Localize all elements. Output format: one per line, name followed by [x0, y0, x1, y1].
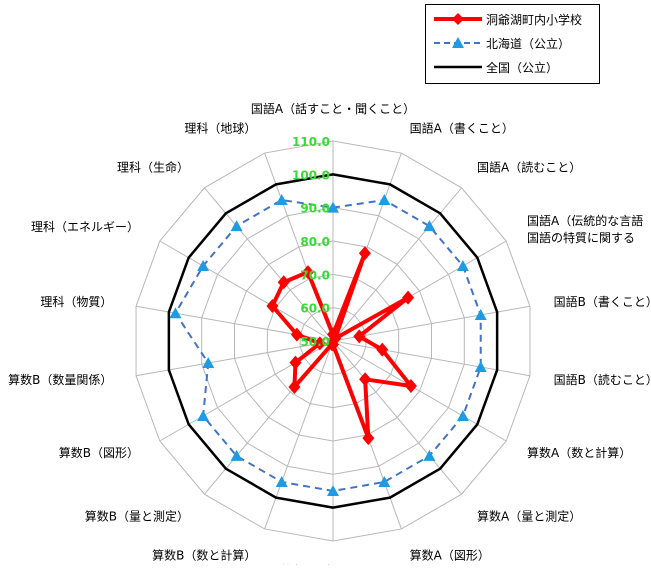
axis-label-4: 国語A（伝統的な言語国語の特質に関する	[527, 213, 643, 245]
series-2-point-3	[423, 220, 436, 232]
series-2-point-9	[378, 475, 391, 487]
legend-swatch-series-3	[434, 65, 482, 69]
series-1-point-18	[301, 265, 314, 280]
series-2-point-4	[456, 260, 469, 271]
series-2-point-14	[202, 356, 215, 368]
legend-item-series-3: 全国（公立）	[426, 56, 601, 80]
axis-label-4-line-2: 国語の特質に関する	[527, 230, 635, 245]
series-1-point-9	[362, 431, 375, 446]
axis-label-1: 国語A（話すこと・聞くこと）	[251, 101, 415, 116]
r-tick-label-3: 70.0	[300, 268, 330, 282]
r-tick-label-6: 100.0	[292, 168, 330, 182]
series-1-point-4	[402, 290, 415, 305]
series-2-point-7	[456, 410, 469, 421]
r-tick-label-4: 80.0	[300, 235, 330, 249]
series-2-point-1	[327, 201, 339, 213]
series-1-point-2	[358, 246, 371, 261]
r-tick-label-1: 50.0	[300, 335, 330, 349]
legend-item-series-2: 北海道（公立）	[426, 32, 601, 56]
r-tick-label-2: 60.0	[300, 302, 330, 316]
series-1-point-16	[266, 299, 279, 313]
series-2-point-18	[275, 194, 288, 206]
axis-label-13: 算数B（図形）	[59, 445, 139, 460]
series-2-point-11	[275, 475, 288, 487]
legend-swatch-series-1	[434, 13, 482, 25]
axis-label-4-line-1: 国語A（伝統的な言語	[527, 213, 643, 228]
axis-label-5: 国語B（書くこと）	[554, 294, 651, 309]
series-1-point-6	[376, 342, 389, 357]
series-2-point-15	[169, 307, 182, 319]
series-2-point-12	[230, 449, 243, 461]
axis-label-2: 国語A（書くこと）	[410, 121, 514, 136]
series-1-point-17	[277, 275, 290, 290]
legend-label-series-1: 洞爺湖町内小学校	[486, 13, 583, 27]
axis-label-12: 算数B（量と測定）	[85, 509, 189, 524]
axis-label-15: 理科（物質）	[40, 294, 112, 309]
axis-label-8: 算数A（量と測定）	[477, 509, 581, 524]
series-1-point-5	[353, 329, 366, 344]
series-1-point-8	[359, 372, 372, 387]
axis-label-16: 理科（エネルギー）	[31, 220, 139, 234]
series-1-point-12	[288, 379, 301, 394]
series-1-point-15	[290, 327, 303, 342]
legend-label-series-2: 北海道（公立）	[486, 37, 571, 51]
legend-label-series-3: 全国（公立）	[486, 61, 559, 75]
axis-label-7: 算数A（数と計算）	[527, 445, 631, 460]
series-2-point-10	[327, 485, 339, 496]
series-2-point-5	[474, 308, 487, 320]
r-tick-label-7: 110.0	[292, 135, 330, 149]
series-1-point-13	[289, 355, 302, 370]
series-line-3	[167, 173, 499, 509]
axis-label-18: 理科（地球）	[184, 122, 256, 136]
series-1-point-14	[313, 336, 326, 351]
series-2-point-8	[423, 449, 436, 461]
axis-label-14: 算数B（数量関係）	[8, 372, 112, 387]
axis-label-11: 算数B（数と計算）	[152, 547, 256, 562]
series-2-point-16	[197, 260, 210, 271]
r-tick-label-5: 90.0	[300, 202, 330, 216]
axis-label-17: 理科（生命）	[117, 159, 189, 174]
legend-item-series-1: 洞爺湖町内小学校	[426, 8, 601, 32]
legend: 洞爺湖町内小学校 北海道（公立） 全国（公立）	[425, 4, 600, 84]
series-1-point-11	[325, 337, 338, 352]
legend-swatch-series-2	[434, 37, 482, 48]
series-1-point-7	[404, 379, 417, 393]
series-2-point-13	[197, 410, 210, 421]
series-2-point-6	[474, 361, 487, 373]
axis-label-6: 国語B（読むこと）	[554, 372, 651, 387]
axis-label-9: 算数A（図形）	[410, 547, 490, 562]
series-2-point-2	[378, 194, 391, 206]
series-2-point-17	[230, 220, 243, 232]
axis-label-3: 国語A（読むこと）	[477, 159, 581, 174]
